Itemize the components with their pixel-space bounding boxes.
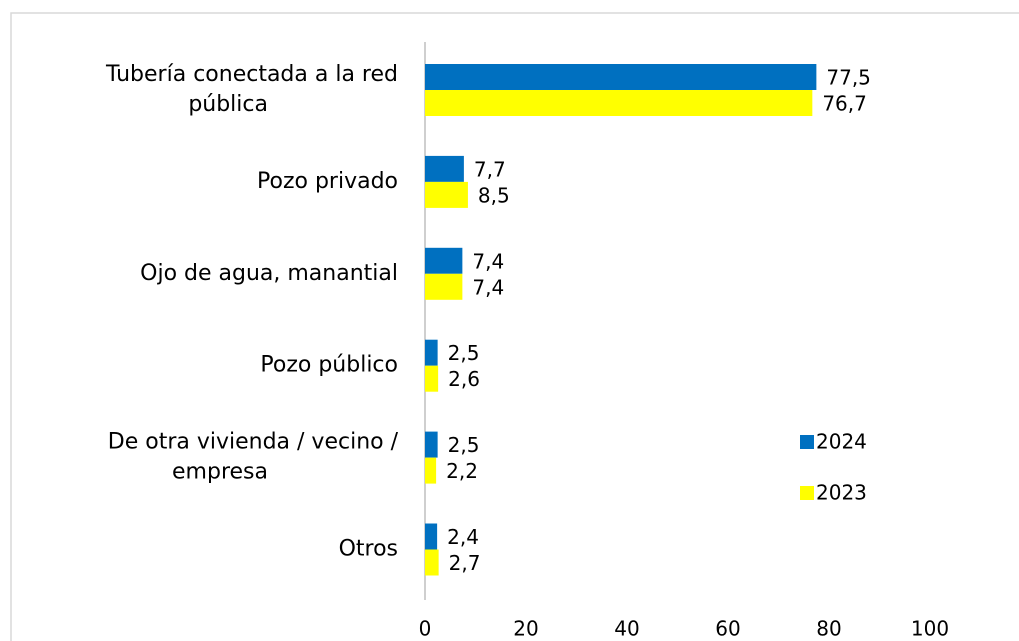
y-tick-label: Tubería conectada a la red pública bbox=[105, 62, 398, 117]
value-label: 77,5 bbox=[826, 66, 871, 90]
x-tick-label: 0 bbox=[419, 617, 432, 641]
bar bbox=[425, 549, 439, 576]
value-label: 76,7 bbox=[822, 92, 867, 116]
value-label: 2,7 bbox=[449, 551, 481, 575]
bar bbox=[425, 431, 438, 458]
bar bbox=[425, 523, 438, 550]
value-label: 7,4 bbox=[472, 249, 504, 273]
value-label: 8,5 bbox=[478, 183, 510, 207]
bar bbox=[425, 247, 463, 274]
x-tick-label: 100 bbox=[911, 617, 949, 641]
y-tick-label: Pozo público bbox=[260, 353, 398, 378]
bar bbox=[425, 273, 463, 300]
y-tick-label: Pozo privado bbox=[257, 169, 398, 194]
value-label: 2,4 bbox=[447, 525, 479, 549]
x-tick-label: 80 bbox=[816, 617, 841, 641]
legend-label: 2024 bbox=[816, 430, 867, 454]
x-tick-label: 60 bbox=[715, 617, 740, 641]
value-label: 2,5 bbox=[448, 341, 480, 365]
bar bbox=[425, 90, 813, 116]
chart-frame bbox=[10, 12, 1019, 641]
bar bbox=[425, 155, 464, 182]
bar bbox=[425, 64, 817, 90]
value-label: 2,5 bbox=[448, 433, 480, 457]
y-tick-label: Ojo de agua, manantial bbox=[140, 261, 398, 286]
y-tick-label: De otra vivienda / vecino / empresa bbox=[108, 430, 399, 485]
legend-label: 2023 bbox=[816, 481, 867, 505]
value-label: 2,6 bbox=[448, 367, 480, 391]
bar bbox=[425, 457, 437, 484]
bar bbox=[425, 339, 438, 366]
value-label: 2,2 bbox=[446, 459, 478, 483]
legend-swatch bbox=[800, 435, 814, 449]
x-tick-label: 40 bbox=[614, 617, 639, 641]
legend-swatch bbox=[800, 486, 814, 500]
x-tick-label: 20 bbox=[513, 617, 538, 641]
value-label: 7,4 bbox=[472, 275, 504, 299]
y-tick-label: Otros bbox=[339, 537, 398, 562]
bar bbox=[425, 365, 439, 392]
value-label: 7,7 bbox=[474, 157, 506, 181]
bar bbox=[425, 181, 468, 208]
